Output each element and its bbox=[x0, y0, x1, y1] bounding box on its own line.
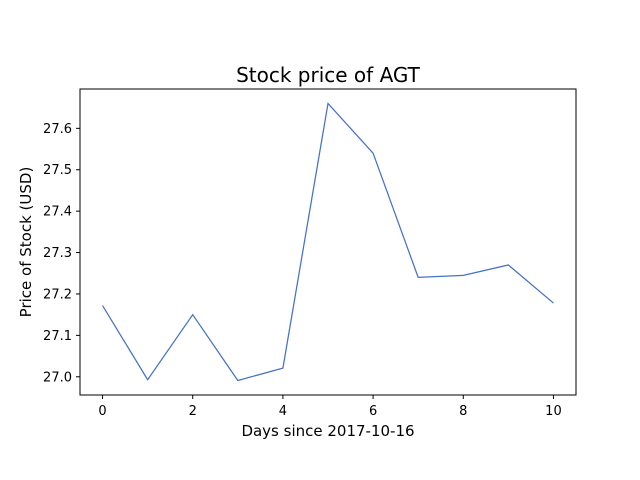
plot-area bbox=[80, 89, 576, 395]
chart-title: Stock price of AGT bbox=[236, 63, 421, 87]
y-tick-label: 27.2 bbox=[43, 287, 72, 302]
y-tick-label: 27.0 bbox=[43, 370, 72, 385]
x-tick-label: 6 bbox=[369, 404, 377, 419]
x-tick-label: 8 bbox=[459, 404, 467, 419]
x-tick-label: 2 bbox=[189, 404, 197, 419]
x-tick-label: 10 bbox=[545, 404, 562, 419]
y-axis-label: Price of Stock (USD) bbox=[17, 167, 35, 318]
x-tick-label: 0 bbox=[98, 404, 106, 419]
x-axis-label: Days since 2017-10-16 bbox=[241, 422, 414, 440]
plot-background bbox=[80, 89, 576, 395]
y-tick-label: 27.3 bbox=[43, 246, 72, 261]
y-tick-label: 27.5 bbox=[43, 163, 72, 178]
y-tick-label: 27.4 bbox=[43, 205, 72, 220]
x-tick-label: 4 bbox=[279, 404, 287, 419]
y-tick-label: 27.1 bbox=[43, 329, 72, 344]
y-tick-label: 27.6 bbox=[43, 122, 72, 137]
